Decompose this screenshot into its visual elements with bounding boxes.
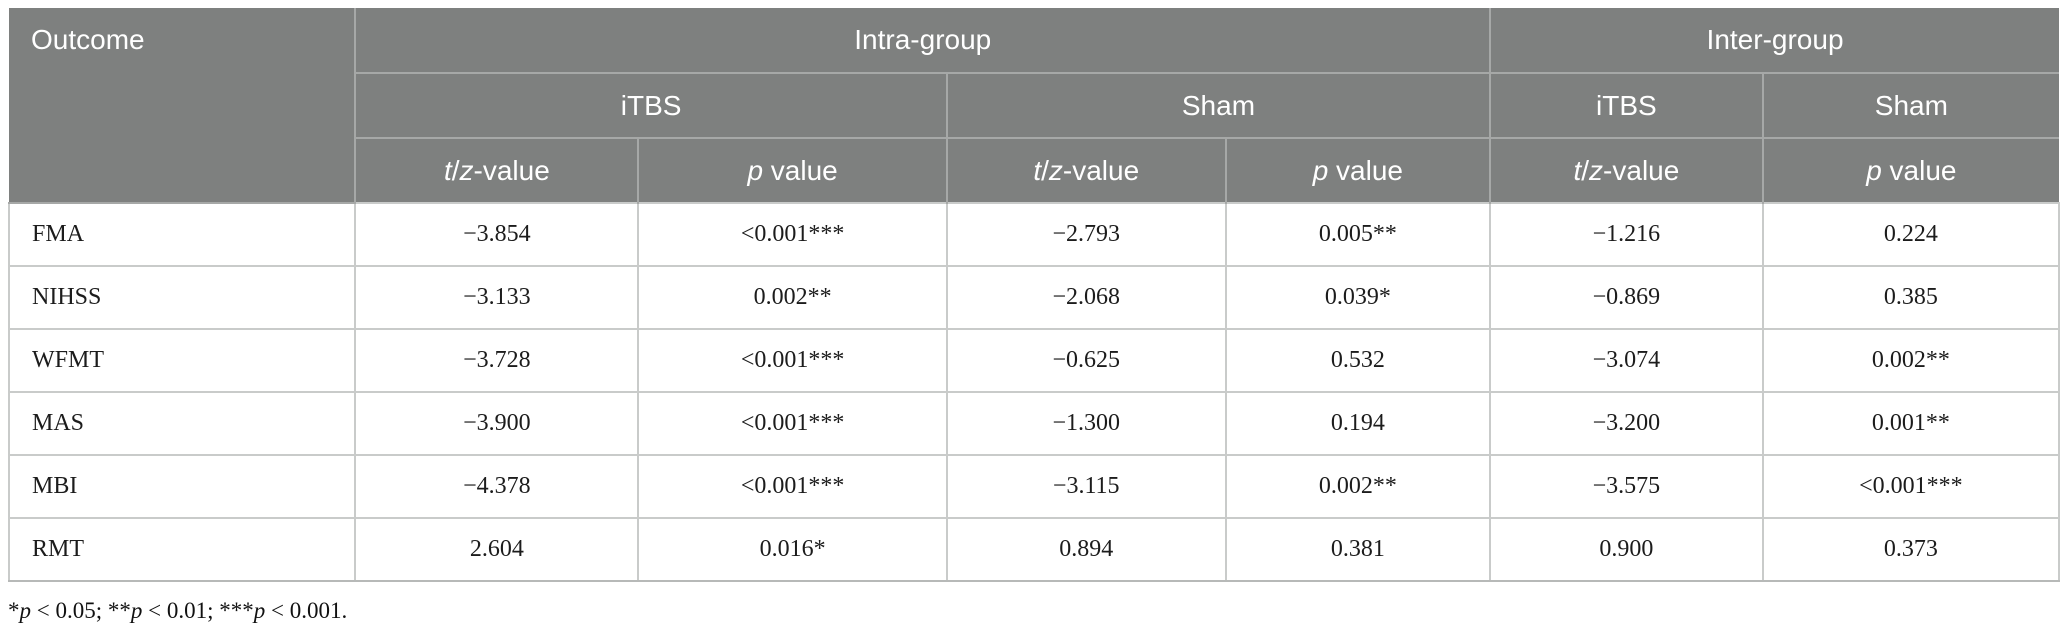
value-cell: 0.002** <box>1761 328 2061 393</box>
value-cell: −3.900 <box>354 391 640 456</box>
header-row-metrics: t/z-value p value t/z-value p value t/z-… <box>9 137 2059 203</box>
value-cell: −3.133 <box>354 265 640 330</box>
row-label: MBI <box>7 454 357 519</box>
value-cell: 0.373 <box>1761 517 2061 582</box>
tz-part-slash: / <box>1041 154 1049 186</box>
table-header: Outcome Intra-group Inter-group iTBS Sha… <box>9 8 2059 204</box>
value-cell: 0.194 <box>1224 391 1492 456</box>
value-cell: 0.224 <box>1761 202 2061 267</box>
header-p-value: p value <box>1761 137 2059 203</box>
p-part-suffix: value <box>1328 154 1403 186</box>
value-cell: 2.604 <box>354 517 640 582</box>
value-cell: <0.001*** <box>637 328 948 393</box>
significance-footnote: *p < 0.05; **p < 0.01; ***p < 0.001. <box>8 598 2060 624</box>
tz-part-suffix: -value <box>473 154 550 186</box>
value-cell: 0.385 <box>1761 265 2061 330</box>
header-itbs-inter: iTBS <box>1489 72 1764 139</box>
table-row: NIHSS −3.133 0.002** −2.068 0.039* −0.86… <box>7 265 2061 330</box>
value-cell: −1.216 <box>1489 202 1764 267</box>
row-label: WFMT <box>7 328 357 393</box>
tz-part-slash: / <box>451 154 460 186</box>
table-row: WFMT −3.728 <0.001*** −0.625 0.532 −3.07… <box>7 328 2061 393</box>
p-part-p: p <box>747 154 764 186</box>
p-part-suffix: value <box>1881 154 1957 186</box>
table-row: RMT 2.604 0.016* 0.894 0.381 0.900 0.373 <box>7 517 2061 582</box>
value-cell: −0.869 <box>1489 265 1764 330</box>
header-group-intra: Intra-group <box>354 8 1492 74</box>
header-group-inter: Inter-group <box>1489 8 2059 74</box>
value-cell: −0.625 <box>945 328 1227 393</box>
table-row: MAS −3.900 <0.001*** −1.300 0.194 −3.200… <box>7 391 2061 456</box>
header-itbs-intra: iTBS <box>355 72 948 139</box>
tz-part-slash: / <box>1581 154 1590 186</box>
value-cell: 0.002** <box>637 265 948 330</box>
value-cell: 0.039* <box>1224 265 1492 330</box>
row-label: NIHSS <box>7 265 357 330</box>
footnote-stars: *** <box>219 598 254 623</box>
footnote-p: p <box>19 598 32 623</box>
tz-part-suffix: -value <box>1062 154 1140 186</box>
value-cell: <0.001*** <box>637 391 948 456</box>
value-cell: 0.532 <box>1224 328 1492 393</box>
value-cell: 0.005** <box>1224 202 1492 267</box>
footnote-segment: **p < 0.01; <box>108 598 219 623</box>
results-table: Outcome Intra-group Inter-group iTBS Sha… <box>7 8 2061 582</box>
footnote-threshold: < 0.001. <box>265 598 348 623</box>
tz-part-t: t <box>443 154 452 186</box>
p-part-p: p <box>1312 154 1329 186</box>
header-row-groups: Outcome Intra-group Inter-group <box>9 8 2059 204</box>
value-cell: −2.793 <box>945 202 1227 267</box>
value-cell: 0.002** <box>1224 454 1492 519</box>
header-tz-value: t/z-value <box>355 137 640 203</box>
header-outcome: Outcome <box>9 8 357 204</box>
value-cell: 0.001** <box>1761 391 2061 456</box>
tz-part-z: z <box>1589 154 1604 186</box>
header-sham-inter: Sham <box>1761 72 2059 139</box>
header-tz-value: t/z-value <box>1489 137 1764 203</box>
value-cell: 0.016* <box>637 517 948 582</box>
table-row: FMA −3.854 <0.001*** −2.793 0.005** −1.2… <box>7 202 2061 267</box>
value-cell: −3.200 <box>1489 391 1764 456</box>
value-cell: <0.001*** <box>1761 454 2061 519</box>
header-p-value: p value <box>1224 137 1492 203</box>
footnote-stars: * <box>8 598 20 623</box>
footnote-segment: *p < 0.05; <box>8 598 108 623</box>
footnote-stars: ** <box>107 598 131 623</box>
header-row-conditions: iTBS Sham iTBS Sham <box>9 72 2059 139</box>
header-tz-value: t/z-value <box>945 137 1227 203</box>
value-cell: <0.001*** <box>637 454 948 519</box>
value-cell: −1.300 <box>945 391 1227 456</box>
value-cell: −4.378 <box>354 454 640 519</box>
footnote-segment: ***p < 0.001. <box>219 598 347 623</box>
table-body: FMA −3.854 <0.001*** −2.793 0.005** −1.2… <box>7 202 2061 582</box>
row-label: RMT <box>7 517 357 582</box>
row-label: MAS <box>7 391 357 456</box>
header-p-value: p value <box>637 137 948 203</box>
value-cell: <0.001*** <box>637 202 948 267</box>
value-cell: −3.074 <box>1489 328 1764 393</box>
tz-part-t: t <box>1033 154 1042 186</box>
p-part-p: p <box>1866 154 1882 186</box>
row-label: FMA <box>7 202 357 267</box>
value-cell: 0.900 <box>1489 517 1764 582</box>
footnote-p: p <box>130 598 143 623</box>
value-cell: −3.854 <box>354 202 640 267</box>
header-sham-intra: Sham <box>945 72 1492 139</box>
footnote-p: p <box>253 598 266 623</box>
value-cell: 0.381 <box>1224 517 1492 582</box>
value-cell: −2.068 <box>945 265 1227 330</box>
p-part-suffix: value <box>763 154 838 186</box>
footnote-threshold: < 0.01; <box>142 598 220 623</box>
value-cell: −3.728 <box>354 328 640 393</box>
tz-part-z: z <box>1048 154 1063 186</box>
tz-part-suffix: -value <box>1603 154 1680 186</box>
tz-part-z: z <box>459 154 474 186</box>
value-cell: 0.894 <box>945 517 1227 582</box>
tz-part-t: t <box>1573 154 1582 186</box>
value-cell: −3.115 <box>945 454 1227 519</box>
footnote-threshold: < 0.05; <box>31 598 108 623</box>
value-cell: −3.575 <box>1489 454 1764 519</box>
table-row: MBI −4.378 <0.001*** −3.115 0.002** −3.5… <box>7 454 2061 519</box>
